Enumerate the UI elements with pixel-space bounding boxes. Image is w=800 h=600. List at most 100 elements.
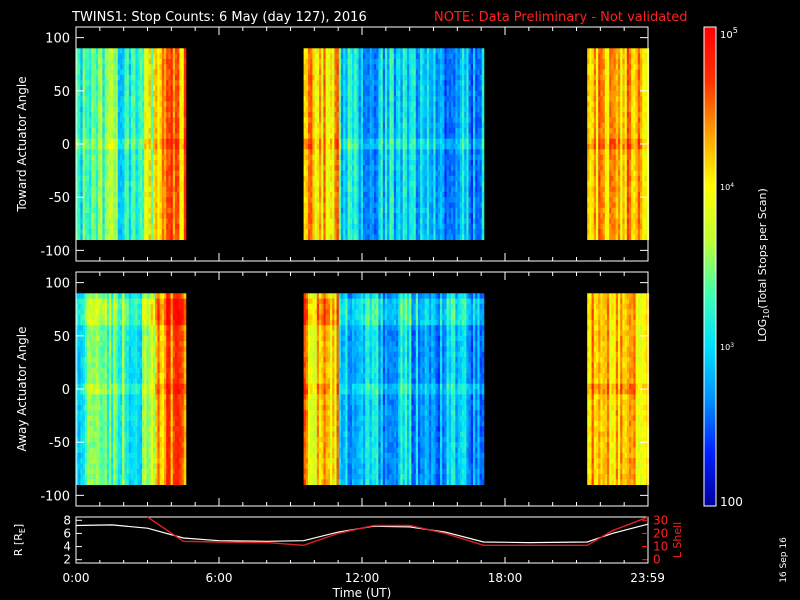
heatmap-cell [177,85,180,92]
heatmap-cell [166,229,169,235]
heatmap-cell [109,53,112,60]
heatmap-cell [418,154,421,161]
heatmap-cell [95,165,99,171]
heatmap-cell [591,181,595,187]
heatmap-cell [479,133,483,140]
heatmap-cell [336,160,340,166]
heatmap-cell [481,106,485,113]
heatmap-cell [356,53,359,60]
heatmap-cell [106,175,110,182]
heatmap-cell [598,149,601,155]
heatmap-cell [345,165,348,171]
heatmap-cell [179,58,182,65]
heatmap-cell [356,218,359,225]
heatmap-cell [376,106,379,113]
heatmap-cell [409,175,412,182]
heatmap-cell [80,106,83,113]
heatmap-cell [591,213,595,219]
heatmap-cell [139,181,143,187]
heatmap-cell [133,74,136,81]
heatmap-cell [358,181,362,187]
heatmap-cell [442,138,445,145]
heatmap-cell [367,112,370,118]
heatmap-cell [133,96,136,102]
heatmap-cell [400,85,403,92]
heatmap-cell [95,181,99,187]
heatmap-cell [168,191,171,198]
heatmap-cell [429,48,432,54]
heatmap-cell [345,64,348,70]
heatmap-cell [429,165,432,171]
heatmap-cell [380,96,384,102]
heatmap-cell [589,144,592,150]
heatmap-cell [159,128,163,134]
heatmap-cell [596,229,599,235]
heatmap-cell [426,64,430,70]
heatmap-cell [93,160,97,166]
heatmap-cell [325,202,329,209]
heatmap-cell [343,69,346,76]
heatmap-cell [431,48,434,54]
heatmap-cell [363,181,366,187]
heatmap-cell [102,64,105,70]
heatmap-cell [473,133,476,140]
heatmap-cell [420,149,423,155]
heatmap-cell [473,207,476,214]
heatmap-cell [139,144,143,150]
heatmap-cell [128,80,132,86]
heatmap-cell [135,101,138,108]
heatmap-cell [600,154,603,161]
heatmap-cell [356,160,359,166]
heatmap-cell [122,154,125,161]
heatmap-cell [181,186,185,193]
heatmap-cell [393,74,397,81]
heatmap-cell [102,48,105,54]
heatmap-cell [415,138,419,145]
heatmap-cell [446,218,450,225]
heatmap-cell [466,53,469,60]
heatmap-cell [462,181,465,187]
heatmap-cell [142,218,145,225]
heatmap-cell [102,175,105,182]
heatmap-cell [437,96,441,102]
heatmap-cell [327,53,331,60]
heatmap-cell [376,48,379,54]
heatmap-cell [76,170,79,177]
heatmap-cell [330,64,333,70]
heatmap-cell [117,69,121,76]
heatmap-cell [369,53,373,60]
heatmap-cell [93,191,97,198]
heatmap-cell [146,160,149,166]
heatmap-cell [89,202,92,209]
heatmap-cell [418,122,421,129]
heatmap-cell [444,144,447,150]
heatmap-cell [303,96,307,102]
heatmap-cell [398,202,401,209]
heatmap-cell [126,186,130,193]
heatmap-cell [104,207,108,214]
heatmap-cell [376,186,379,193]
heatmap-cell [84,48,88,54]
heatmap-cell [424,80,428,86]
heatmap-cell [393,144,397,150]
heatmap-cell [341,197,344,203]
heatmap-cell [124,128,127,134]
heatmap-cell [387,122,390,129]
heatmap-cell [468,207,472,214]
heatmap-cell [98,85,101,92]
heatmap-cell [172,181,176,187]
heatmap-cell [598,181,601,187]
heatmap-cell [128,165,132,171]
heatmap-cell [321,234,324,241]
heatmap-cell [464,207,467,214]
heatmap-cell [477,74,480,81]
heatmap-cell [349,80,353,86]
heatmap-cell [442,218,445,225]
heatmap-cell [87,223,90,230]
heatmap-cell [398,122,401,129]
heatmap-cell [157,85,160,92]
heatmap-cell [80,53,83,60]
heatmap-cell [100,154,103,161]
heatmap-cell [415,53,419,60]
heatmap-cell [319,160,322,166]
